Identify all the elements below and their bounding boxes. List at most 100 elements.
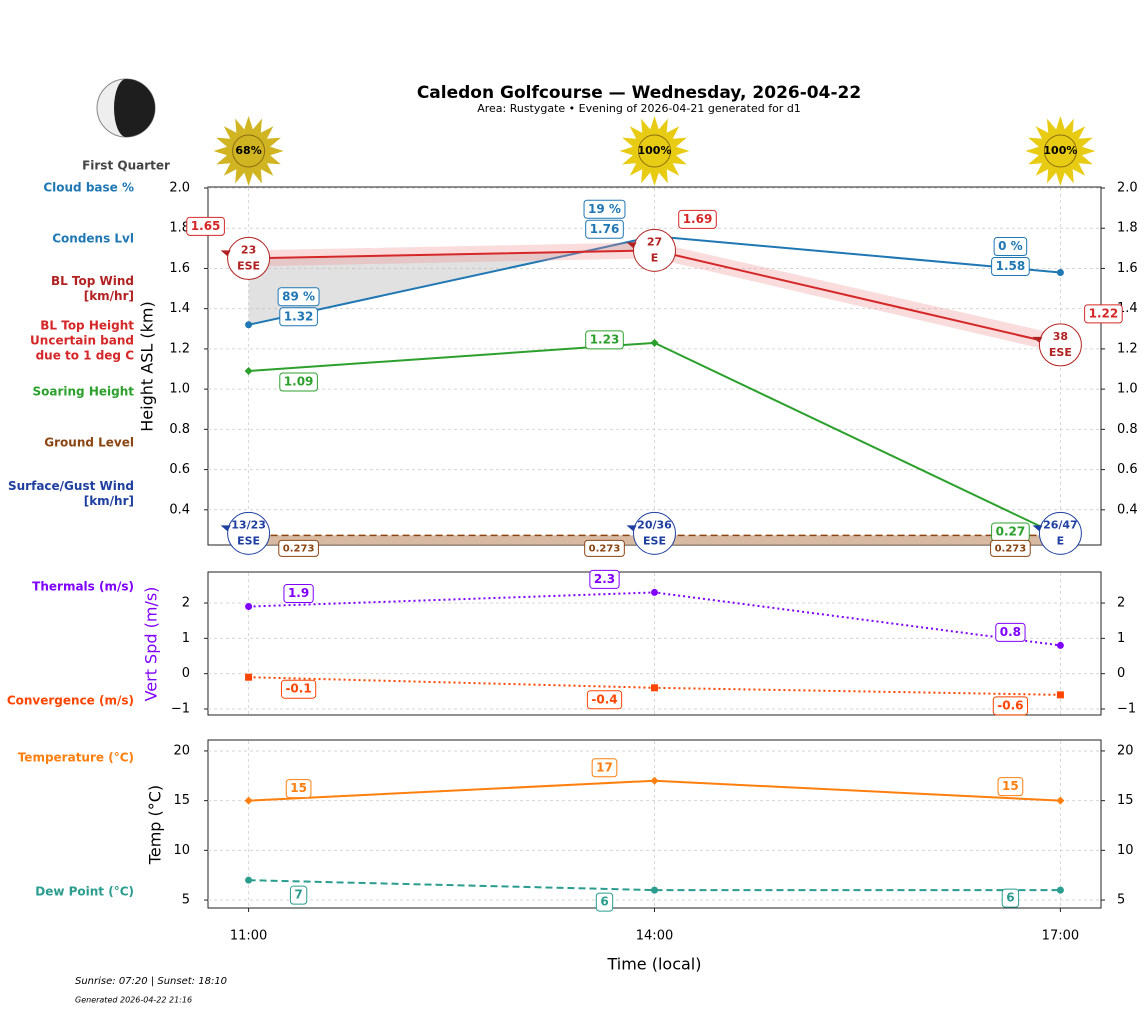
wind-circle (633, 511, 676, 555)
marker (245, 876, 253, 884)
value-label: 0.273 (995, 543, 1027, 554)
value-label-box (995, 622, 1026, 642)
y-tick-label: 0.6 (169, 462, 190, 477)
wind-arrow (220, 250, 231, 257)
wind-circle (1038, 323, 1082, 367)
value-label-box (280, 679, 317, 699)
marker (245, 603, 253, 611)
value-label: 0.8 (1000, 625, 1021, 639)
y-tick-label: 1.8 (1117, 221, 1138, 236)
wind-circle (227, 511, 271, 555)
marker (1056, 691, 1064, 699)
legend-entry: Ground Level (44, 435, 134, 450)
value-label-box (586, 690, 623, 710)
sun-disc (232, 134, 266, 168)
wind-circle (1038, 511, 1082, 555)
y-tick-label: 1.0 (1117, 382, 1138, 397)
y-tick-label: 2.0 (1117, 181, 1138, 196)
sun-disc (638, 134, 671, 168)
wind-arrow (626, 525, 637, 532)
x-tick-label: 17:00 (1042, 929, 1079, 944)
value-label: 1.23 (590, 332, 620, 346)
marker (244, 796, 253, 805)
y-axis-title: Height ASL (km) (138, 301, 157, 431)
wind-arrow (1032, 336, 1043, 343)
y-tick-label: 15 (1117, 793, 1134, 808)
sun-disc (1043, 134, 1077, 168)
value-label: 1.09 (284, 375, 314, 389)
y-tick-label: 15 (173, 793, 190, 808)
value-label: 1.69 (683, 212, 713, 226)
value-label: 1.76 (590, 222, 620, 236)
y-tick-label: 1 (182, 631, 190, 646)
value-label: 1.9 (288, 586, 309, 600)
y-tick-label: 0.4 (169, 502, 190, 517)
wind-direction: ESE (1049, 346, 1072, 359)
value-label: 1.58 (996, 259, 1026, 273)
value-label-box (278, 539, 319, 557)
marker (650, 338, 659, 347)
value-label-box (990, 539, 1031, 557)
value-label-box (678, 209, 717, 229)
wind-arrow (220, 525, 231, 532)
chart-subtitle: Area: Rustygate • Evening of 2026-04-21 … (477, 102, 801, 115)
y-tick-label: 0 (1117, 666, 1125, 681)
marker (1056, 886, 1064, 894)
marker (651, 588, 658, 596)
legend-entry: Condens Lvl (52, 231, 134, 246)
y-tick-label: 2 (182, 596, 190, 611)
value-label-box (991, 256, 1030, 276)
y-tick-label: 1.2 (1117, 341, 1138, 356)
value-label: 7 (294, 888, 302, 902)
chart-title: Caledon Golfcourse — Wednesday, 2026-04-… (417, 83, 861, 103)
value-label: 0.273 (589, 543, 621, 554)
sun-label: 68% (235, 144, 261, 157)
value-label-box (591, 758, 618, 778)
wind-direction: E (651, 251, 659, 264)
value-label: 0.273 (283, 543, 315, 554)
series-line (248, 879, 1061, 892)
wind-direction: E (1057, 534, 1065, 547)
wind-direction: ESE (237, 534, 260, 547)
legend-entry: Surface/Gust Wind [km/hr] (8, 479, 134, 508)
y-tick-label: 0.6 (1117, 462, 1138, 477)
sun-label: 100% (638, 144, 672, 157)
y-tick-label: 20 (173, 743, 190, 758)
value-label: -0.6 (997, 698, 1023, 712)
value-label: -0.1 (285, 682, 311, 696)
legend-entry: Thermals (m/s) (32, 579, 134, 594)
plot-frame (207, 571, 1102, 716)
wind-circle (633, 228, 676, 272)
value-label: 2.3 (594, 572, 615, 586)
x-axis-title: Time (local) (606, 955, 701, 974)
y-tick-label: −1 (1117, 701, 1136, 716)
y-tick-label: 1.8 (169, 221, 190, 236)
y-tick-label: 1.4 (169, 301, 190, 316)
legend-entry: Dew Point (°C) (35, 884, 134, 899)
value-label-box (279, 372, 318, 392)
y-tick-label: 10 (173, 843, 190, 858)
y-axis-title: Temp (°C) (146, 785, 165, 865)
moon-shadow (114, 79, 155, 137)
value-label: 15 (290, 781, 307, 795)
value-label-box (279, 307, 318, 327)
wind-circle (227, 236, 271, 280)
value-label-box (997, 777, 1024, 797)
y-tick-label: 0.8 (169, 422, 190, 437)
wind-speed: 27 (647, 235, 662, 248)
x-tick-label: 14:00 (636, 929, 673, 944)
uncertainty-band (248, 242, 1061, 353)
value-label-box (585, 330, 624, 350)
marker (245, 321, 253, 329)
sun-times: Sunrise: 07:20 | Sunset: 18:10 (75, 976, 227, 987)
y-tick-label: 0 (182, 666, 190, 681)
wind-direction: ESE (643, 534, 666, 547)
value-label: -0.4 (591, 692, 617, 706)
value-label: 1.65 (191, 219, 221, 233)
wind-arrow (1032, 525, 1043, 532)
marker (651, 684, 658, 692)
y-tick-label: 1 (1117, 631, 1125, 646)
marker (244, 367, 253, 376)
legend-entry: Soaring Height (32, 384, 135, 399)
